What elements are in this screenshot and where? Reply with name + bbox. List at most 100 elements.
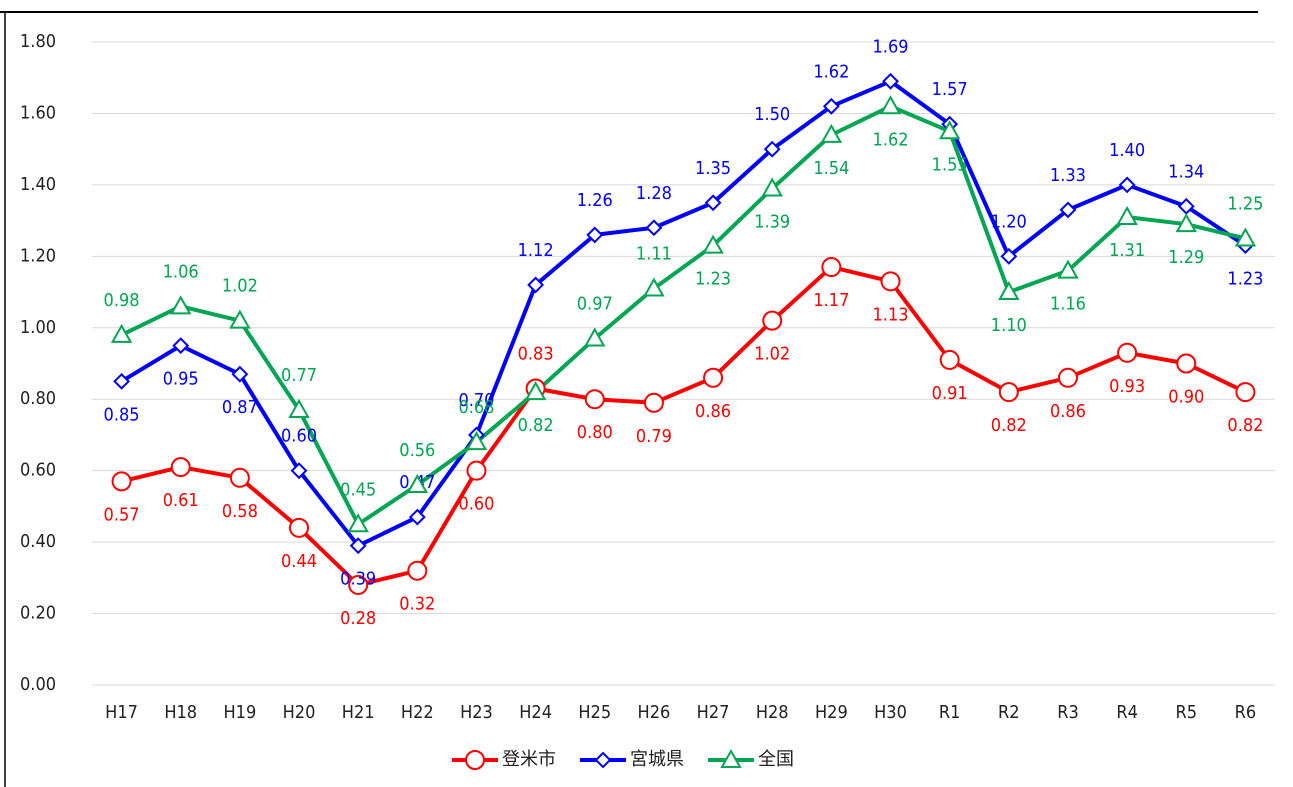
- x-tick-label: H21: [342, 702, 375, 723]
- x-tick-label: R5: [1175, 702, 1197, 723]
- marker: [229, 467, 250, 488]
- marker: [763, 140, 781, 158]
- marker: [879, 95, 902, 115]
- data-label: 0.60: [458, 494, 494, 515]
- y-tick-label: 1.80: [20, 31, 56, 52]
- data-label: 0.57: [104, 504, 140, 525]
- data-label: 0.68: [458, 397, 494, 418]
- data-label: 1.33: [1050, 165, 1086, 186]
- data-label: 1.62: [813, 61, 849, 82]
- x-tick-label: H30: [874, 702, 907, 723]
- data-label: 1.06: [163, 261, 199, 282]
- legend-label: 全国: [758, 749, 794, 770]
- data-label: 1.26: [577, 190, 613, 211]
- marker: [704, 194, 722, 212]
- data-label: 0.77: [281, 365, 317, 386]
- data-label: 0.86: [695, 401, 731, 422]
- x-tick-label: H20: [283, 702, 316, 723]
- marker: [880, 271, 901, 292]
- marker: [229, 309, 251, 329]
- marker: [111, 471, 132, 492]
- data-label: 0.82: [1227, 415, 1263, 436]
- marker: [288, 398, 310, 418]
- marker: [998, 281, 1020, 301]
- data-label: 0.86: [1050, 401, 1086, 422]
- marker: [524, 381, 547, 401]
- y-tick-label: 0.40: [20, 531, 56, 552]
- data-label: 0.45: [340, 479, 376, 500]
- data-label: 1.29: [1168, 247, 1204, 268]
- y-tick-label: 0.60: [20, 460, 56, 481]
- data-label: 0.58: [222, 501, 258, 522]
- marker: [821, 257, 842, 278]
- x-tick-label: H17: [105, 702, 138, 723]
- marker: [347, 513, 369, 533]
- x-tick-label: R3: [1057, 702, 1079, 723]
- marker: [1175, 213, 1197, 233]
- data-label: 1.54: [813, 158, 849, 179]
- data-label: 0.60: [281, 426, 317, 447]
- data-label: 0.98: [104, 290, 140, 311]
- data-label: 1.50: [754, 104, 790, 125]
- y-tick-label: 0.00: [20, 674, 56, 695]
- data-label: 0.85: [104, 404, 140, 425]
- data-label: 1.11: [636, 243, 672, 264]
- data-label: 1.12: [518, 240, 554, 261]
- marker: [1057, 367, 1078, 388]
- data-label: 1.35: [695, 158, 731, 179]
- marker: [231, 365, 249, 383]
- data-label: 1.20: [991, 211, 1027, 232]
- marker: [822, 97, 840, 115]
- marker: [349, 537, 367, 555]
- y-tick-label: 1.60: [20, 102, 56, 123]
- x-tick-label: H28: [756, 702, 789, 723]
- marker: [761, 177, 783, 197]
- x-tick-label: H24: [519, 702, 552, 723]
- data-label: 1.69: [873, 36, 909, 57]
- marker: [407, 560, 428, 581]
- marker: [1234, 227, 1257, 247]
- data-label: 1.31: [1109, 240, 1145, 261]
- marker: [408, 508, 426, 526]
- marker: [938, 120, 961, 140]
- marker: [586, 226, 604, 244]
- marker: [762, 310, 783, 331]
- marker: [1176, 353, 1197, 374]
- marker: [882, 72, 899, 90]
- x-tick-label: H23: [460, 702, 493, 723]
- marker: [643, 392, 664, 413]
- data-label: 1.23: [1227, 269, 1263, 290]
- marker: [1000, 247, 1018, 265]
- marker: [1235, 382, 1256, 403]
- marker: [643, 277, 665, 297]
- data-label: 1.16: [1050, 294, 1086, 315]
- y-tick-label: 0.20: [20, 603, 56, 624]
- data-label: 0.87: [222, 397, 258, 418]
- legend-label: 登米市: [502, 749, 556, 770]
- data-label: 0.83: [518, 344, 554, 365]
- y-tick-label: 1.00: [20, 317, 56, 338]
- marker: [406, 473, 429, 493]
- data-label: 1.02: [222, 276, 258, 297]
- data-label: 0.93: [1109, 376, 1145, 397]
- marker: [465, 750, 485, 770]
- marker: [820, 123, 843, 143]
- data-label: 1.23: [695, 269, 731, 290]
- data-label: 1.28: [636, 183, 672, 204]
- data-label: 1.39: [754, 211, 790, 232]
- x-tick-label: H18: [164, 702, 197, 723]
- data-label: 1.34: [1168, 161, 1204, 182]
- data-label: 0.97: [577, 293, 613, 314]
- marker: [170, 295, 192, 315]
- marker: [466, 460, 487, 481]
- data-label: 0.28: [340, 608, 376, 629]
- x-tick-label: H27: [697, 702, 730, 723]
- x-tick-label: H29: [815, 702, 848, 723]
- x-tick-label: H22: [401, 702, 434, 723]
- marker: [584, 327, 606, 347]
- marker: [170, 457, 191, 478]
- marker: [594, 751, 612, 769]
- data-label: 0.82: [518, 415, 554, 436]
- data-label: 0.82: [991, 415, 1027, 436]
